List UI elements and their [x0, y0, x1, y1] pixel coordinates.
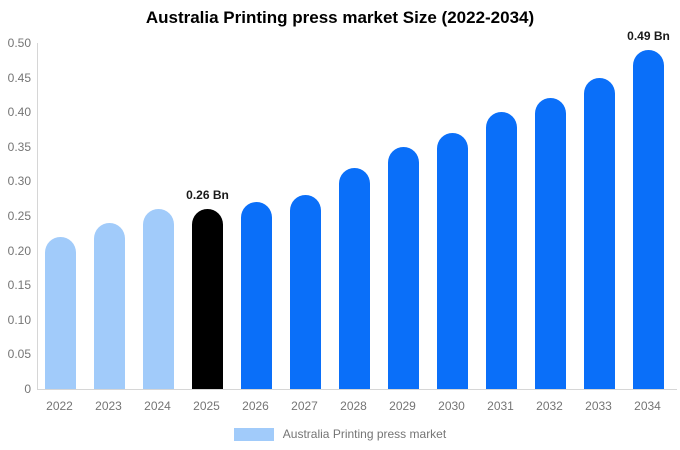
bar-2023 [94, 222, 125, 389]
legend-swatch [233, 427, 274, 441]
plot-area: 0.26 Bn 0.49 Bn [37, 29, 677, 390]
bar-2029 [388, 146, 419, 389]
x-axis-tick-label: 2032 [536, 399, 563, 413]
bar-2027 [290, 195, 321, 389]
x-axis-tick-label: 2030 [438, 399, 465, 413]
bar-2034 [633, 49, 664, 389]
x-axis-tick-label: 2023 [95, 399, 122, 413]
bar-2026 [241, 202, 272, 389]
x-axis-tick-label: 2034 [634, 399, 661, 413]
y-axis-tick-label: 0.40 [7, 105, 31, 120]
bar-2022 [45, 236, 76, 389]
y-axis-tick-label: 0.20 [7, 243, 31, 258]
bar-2028 [339, 167, 370, 389]
y-axis-tick-label: 0.10 [7, 312, 31, 327]
chart-title: Australia Printing press market Size (20… [145, 8, 535, 27]
y-axis-tick-label: 0.05 [7, 347, 31, 362]
bar-value-annotation: 0.49 Bn [627, 28, 670, 43]
bar-2032 [535, 98, 566, 389]
y-axis-tick-label: 0.15 [7, 278, 31, 293]
x-axis-tick-label: 2024 [144, 399, 171, 413]
x-axis-tick-label: 2028 [340, 399, 367, 413]
x-axis-tick-label: 2033 [585, 399, 612, 413]
x-axis-tick-label: 2027 [291, 399, 318, 413]
legend: Australia Printing press market [0, 427, 680, 441]
y-axis-tick-label: 0.45 [7, 70, 31, 85]
x-axis-tick-label: 2029 [389, 399, 416, 413]
x-axis-tick-label: 2026 [242, 399, 269, 413]
y-axis-tick-label: 0.30 [7, 174, 31, 189]
x-axis-tick-label: 2025 [193, 399, 220, 413]
y-axis-tick-label: 0 [24, 382, 31, 396]
bar-2024 [143, 209, 174, 389]
x-axis-tick-label: 2031 [487, 399, 514, 413]
y-axis-tick-label: 0.35 [7, 139, 31, 154]
bar-2031 [486, 112, 517, 389]
y-axis-tick-label: 0.50 [7, 36, 31, 50]
bar-value-annotation: 0.26 Bn [186, 188, 229, 203]
x-axis-tick-label: 2022 [46, 399, 73, 413]
bar-2025 [192, 209, 223, 389]
legend-label: Australia Printing press market [282, 427, 447, 441]
bar-2033 [584, 77, 615, 389]
y-axis-tick-label: 0.25 [7, 209, 31, 223]
bar-2030 [437, 132, 468, 389]
